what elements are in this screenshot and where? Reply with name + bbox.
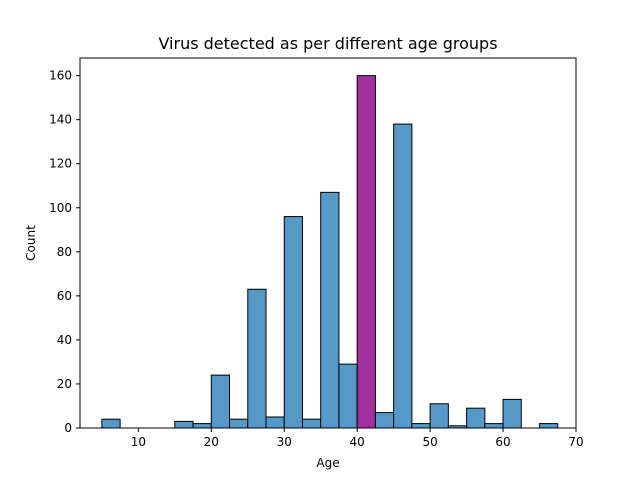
bar	[484, 423, 504, 429]
bar	[301, 418, 322, 429]
bar	[229, 418, 249, 429]
x-tick-label: 40	[350, 435, 365, 449]
y-tick-label: 140	[49, 113, 72, 127]
x-tick-label: 50	[422, 435, 437, 449]
y-tick-label: 0	[64, 421, 72, 435]
x-tick-label: 10	[131, 435, 146, 449]
bar	[210, 374, 231, 429]
y-tick-label: 100	[49, 201, 72, 215]
bar	[411, 423, 431, 429]
x-tick-label: 20	[204, 435, 219, 449]
bar	[393, 123, 413, 429]
y-axis-label: Count	[24, 225, 38, 261]
bar	[502, 398, 522, 429]
x-axis-ticks: 10 20 30 40 50 60 70	[131, 428, 584, 449]
x-tick-label: 30	[277, 435, 292, 449]
y-tick-label: 160	[49, 69, 72, 83]
y-tick-label: 80	[57, 245, 72, 259]
bar	[429, 403, 449, 429]
y-tick-label: 40	[57, 333, 72, 347]
y-axis-ticks: 0 20 40 60 80 100 120 140 160	[49, 69, 80, 435]
y-tick-label: 60	[57, 289, 72, 303]
bar-highlighted	[356, 75, 376, 429]
bar	[466, 407, 486, 429]
bar	[283, 216, 303, 429]
bar	[338, 363, 358, 429]
x-tick-label: 70	[568, 435, 583, 449]
bar	[247, 288, 267, 429]
x-axis-label: Age	[316, 456, 339, 470]
y-tick-label: 20	[57, 377, 72, 391]
x-tick-label: 60	[495, 435, 510, 449]
bar	[192, 423, 212, 429]
bar	[265, 416, 285, 429]
bar	[320, 191, 340, 429]
bar	[374, 412, 395, 429]
plot-frame	[79, 57, 577, 429]
chart-title: Virus detected as per different age grou…	[158, 34, 497, 53]
bar	[174, 420, 194, 429]
bar	[539, 423, 559, 429]
y-tick-label: 120	[49, 157, 72, 171]
bar	[101, 418, 121, 429]
